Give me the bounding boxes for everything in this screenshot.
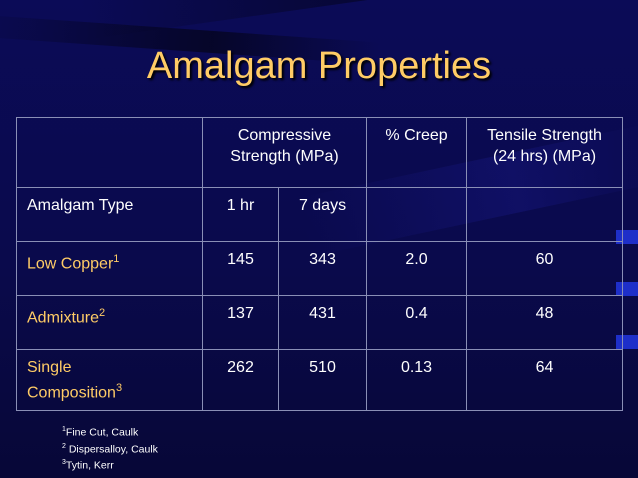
cell-1-hr: 137 [202,295,279,350]
table-subheader-row: Amalgam Type 1 hr 7 days [16,187,624,242]
footnote-ref: 1 [113,253,120,265]
footnote-marker: 1 [62,426,66,433]
footnote-ref: 3 [115,382,123,394]
header-empty-cell [16,117,203,188]
row-name-text: Admixture [27,309,100,327]
header-tensile-strength: Tensile Strength (24 hrs) (MPa) [466,117,624,188]
cell-7-days: 510 [277,348,368,412]
footnotes: 1Fine Cut, Caulk 2 Dispersalloy, Caulk 3… [62,423,158,473]
row-name-text: Low Copper [27,255,114,273]
header-amalgam-type: Amalgam Type [16,187,203,242]
footnote-text: Dispersalloy, Caulk [65,443,158,455]
cell-tensile: 64 [466,348,624,412]
row-name: Single Composition3 [16,348,203,412]
footnote: 3Tytin, Kerr [62,456,158,473]
cell-1-hr: 145 [202,241,279,296]
cell-creep: 2.0 [366,241,468,296]
header-creep: % Creep [366,117,468,188]
table-row: Admixture2 137 431 0.4 48 [16,295,624,350]
cell-tensile: 48 [466,295,624,350]
row-name: Low Copper1 [16,241,203,296]
empty-cell [366,187,468,242]
slide-title: Amalgam Properties [146,45,492,87]
table-header-row: Compressive Strength (MPa) % Creep Tensi… [16,117,624,188]
row-name-line1: Single [27,359,72,376]
footnote: 1Fine Cut, Caulk [62,423,158,440]
cell-tensile: 60 [466,241,624,296]
footnote-marker: 3 [62,459,66,466]
header-1-hr: 1 hr [202,187,279,242]
header-compressive-strength: Compressive Strength (MPa) [201,117,368,188]
cell-creep: 0.4 [366,295,468,350]
table-row: Single Composition3 262 510 0.13 64 [16,348,624,412]
footnote-ref: 2 [99,307,106,319]
header-7-days: 7 days [277,187,368,242]
cell-7-days: 431 [277,295,368,350]
table-row: Low Copper1 145 343 2.0 60 [16,241,624,296]
row-name: Admixture2 [16,295,203,350]
background-streak [80,0,638,40]
cell-7-days: 343 [277,241,368,296]
footnote: 2 Dispersalloy, Caulk [62,440,158,457]
row-name-line2: Composition [27,384,116,402]
footnote-marker: 2 [62,442,66,450]
footnote-text: Tytin, Kerr [65,459,114,472]
footnote-text: Fine Cut, Caulk [65,426,139,439]
empty-cell [466,187,624,242]
cell-creep: 0.13 [366,348,468,412]
properties-table: Compressive Strength (MPa) % Creep Tensi… [16,117,624,412]
cell-1-hr: 262 [202,348,279,412]
